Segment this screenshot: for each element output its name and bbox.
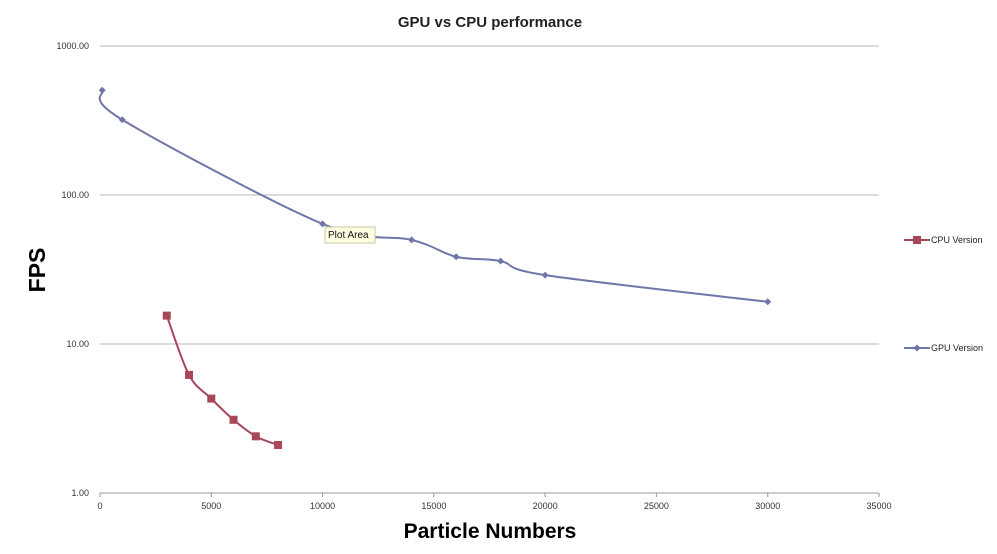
x-tick-label: 20000 (533, 501, 558, 511)
y-axis-title: FPS (24, 248, 50, 293)
x-tick-label: 30000 (755, 501, 780, 511)
gpu-version-line (98, 89, 768, 303)
y-tick-label: 1000.00 (56, 41, 89, 51)
y-tick-label: 100.00 (61, 190, 89, 200)
tooltip-box (324, 226, 376, 244)
gpu-version-point (98, 86, 106, 94)
gpu-version-point (319, 220, 327, 228)
x-tick-label: 0 (97, 501, 102, 511)
cpu-version-line (165, 315, 279, 446)
tick-labels: 1.00 10.00 100.00 1000.00 0 5000 10000 15000 200… (56, 41, 891, 511)
legend-label: GPU Version (931, 343, 983, 353)
cpu-version-point (274, 440, 283, 449)
chart-title: GPU vs CPU performance (398, 14, 582, 31)
gpu-version-point (541, 271, 549, 279)
x-axis-title: Particle Numbers (404, 520, 577, 543)
cpu-version-point (251, 432, 260, 441)
tooltip-label: Plot Area (328, 230, 369, 241)
cpu-version-point (229, 415, 238, 424)
cpu-version-point (185, 370, 194, 379)
legend-label: CPU Version (931, 235, 983, 245)
gpu-version-point (118, 116, 126, 124)
gpu-version-point (452, 253, 460, 261)
grid (100, 45, 879, 345)
legend-marker (913, 236, 921, 244)
legend: CPU Version GPU Version (904, 235, 983, 353)
x-tick-label: 25000 (644, 501, 669, 511)
legend-item-cpu-version: CPU Version (904, 235, 983, 245)
y-tick-label: 1.00 (71, 488, 89, 498)
plot-area-tooltip: Plot Area (324, 226, 376, 244)
y-tick-label: 10.00 (66, 339, 89, 349)
x-tick-label: 5000 (201, 501, 221, 511)
gpu-version-point (497, 257, 505, 265)
cpu-version-series (162, 311, 283, 449)
cpu-version-point (162, 311, 171, 320)
x-tick-label: 35000 (866, 501, 891, 511)
cpu-version-point (207, 394, 216, 403)
gpu-version-point (764, 298, 772, 306)
legend-item-gpu-version: GPU Version (904, 343, 983, 353)
gpu-version-series (98, 86, 772, 306)
legend-marker (913, 344, 921, 352)
series (98, 86, 772, 449)
x-tick-label: 15000 (421, 501, 446, 511)
x-tick-label: 10000 (310, 501, 335, 511)
gpu-version-point (408, 236, 416, 244)
